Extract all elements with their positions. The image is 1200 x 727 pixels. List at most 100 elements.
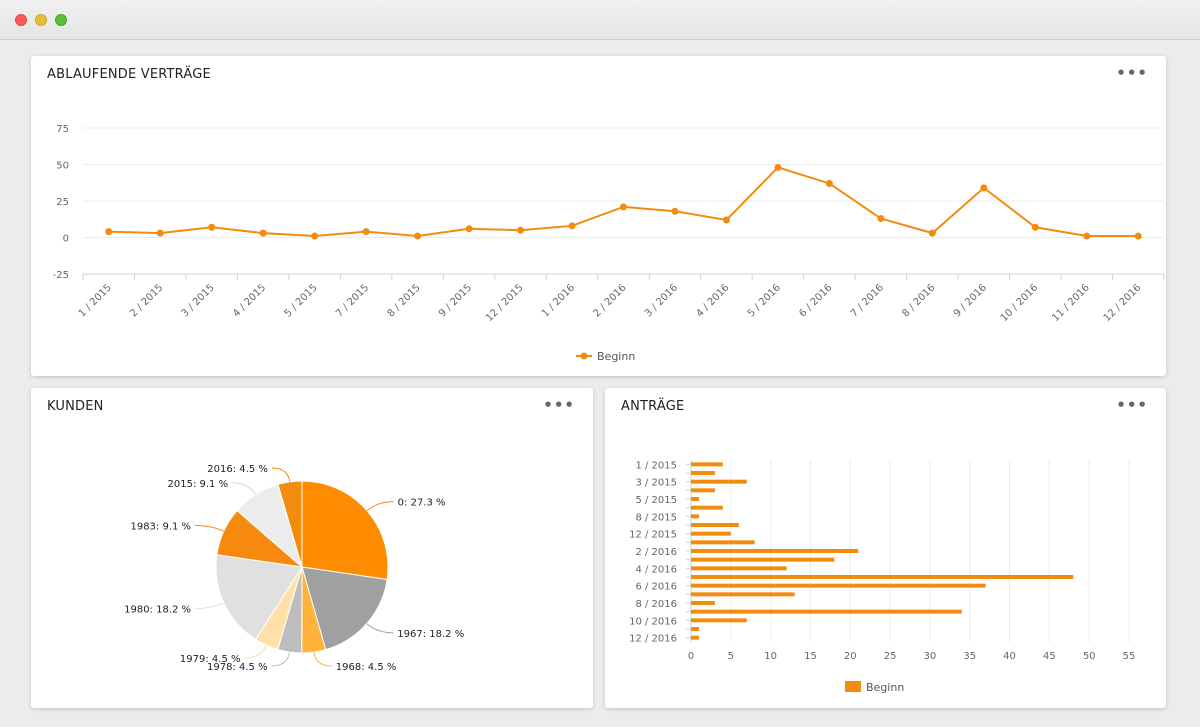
bar-x-tick-0: 0 bbox=[688, 651, 694, 662]
line-x-tick-label-15: 7 / 2016 bbox=[849, 282, 886, 319]
pie-slice-0 bbox=[301, 480, 389, 581]
bar-legend-label: Beginn bbox=[866, 681, 904, 694]
line-x-tick-label-9: 1 / 2016 bbox=[540, 282, 577, 319]
line-point-1 bbox=[156, 229, 164, 237]
bar-y-tick-label-8: 8 / 2016 bbox=[635, 599, 677, 610]
contracts-more-menu-icon[interactable]: ••• bbox=[1116, 64, 1148, 82]
line-x-tick-label-2: 3 / 2015 bbox=[180, 282, 217, 319]
bar-0 bbox=[691, 462, 723, 467]
line-x-tick-label-10: 2 / 2016 bbox=[591, 282, 628, 319]
line-x-tick-label-1: 2 / 2015 bbox=[128, 282, 165, 319]
line-x-tick-label-0: 1 / 2015 bbox=[77, 282, 114, 319]
pie-connector-1 bbox=[366, 623, 394, 634]
line-x-tick-label-7: 9 / 2015 bbox=[437, 282, 474, 319]
pie-label-8: 2016: 4.5 % bbox=[207, 464, 268, 475]
bar-16 bbox=[691, 601, 715, 605]
line-point-10 bbox=[620, 203, 627, 211]
line-y-tick-1: 50 bbox=[56, 161, 69, 172]
line-x-tick-label-5: 7 / 2015 bbox=[334, 282, 371, 319]
line-x-tick-label-12: 4 / 2016 bbox=[694, 282, 731, 319]
line-x-tick-label-3: 4 / 2015 bbox=[231, 282, 268, 319]
pie-label-2: 1968: 4.5 % bbox=[336, 662, 397, 673]
bar-4 bbox=[691, 497, 699, 501]
bar-y-tick-label-7: 6 / 2016 bbox=[635, 582, 677, 593]
line-x-tick-label-20: 12 / 2016 bbox=[1102, 282, 1144, 324]
bar-6 bbox=[691, 514, 699, 519]
bar-1 bbox=[691, 471, 715, 475]
line-x-tick-label-19: 11 / 2016 bbox=[1050, 282, 1092, 324]
bar-x-tick-10: 50 bbox=[1083, 651, 1096, 662]
line-point-9 bbox=[568, 222, 576, 230]
bar-x-tick-11: 55 bbox=[1123, 651, 1136, 662]
bar-y-tick-label-10: 12 / 2016 bbox=[629, 634, 677, 645]
line-point-18 bbox=[1031, 223, 1039, 231]
bar-y-tick-label-1: 3 / 2015 bbox=[635, 478, 677, 489]
line-legend-label: Beginn bbox=[597, 350, 635, 363]
zoom-window-icon[interactable] bbox=[55, 14, 67, 26]
applications-bar-chart: 0 5 10 15 20 25 30 35 40 45 50 55 1 / 2015 3 / 2015 5 … bbox=[629, 460, 1136, 694]
bar-11 bbox=[691, 557, 835, 562]
pie-connector-8 bbox=[271, 467, 291, 482]
bar-x-tick-4: 20 bbox=[844, 651, 857, 662]
close-window-icon[interactable] bbox=[15, 14, 27, 26]
line-point-16 bbox=[928, 229, 936, 237]
pie-connector-0 bbox=[366, 501, 394, 512]
bar-x-tick-1: 5 bbox=[728, 651, 734, 662]
bar-x-tick-2: 10 bbox=[764, 651, 777, 662]
bar-9 bbox=[691, 540, 755, 545]
bar-x-tick-9: 45 bbox=[1043, 651, 1056, 662]
bar-20 bbox=[691, 635, 699, 640]
line-point-15 bbox=[877, 215, 885, 223]
contracts-card: ABLAUFENDE VERTRÄGE ••• 75 50 25 0 -25 1 / 20… bbox=[31, 56, 1166, 376]
pie-connector-7 bbox=[232, 482, 257, 495]
bar-14 bbox=[691, 583, 986, 588]
bar-15 bbox=[691, 592, 795, 597]
bar-2 bbox=[691, 479, 747, 484]
line-x-tick-label-8: 12 / 2015 bbox=[484, 282, 526, 324]
applications-more-menu-icon[interactable]: ••• bbox=[1116, 396, 1148, 414]
line-point-7 bbox=[465, 225, 473, 233]
line-series-beginn bbox=[108, 166, 1139, 238]
line-point-14 bbox=[825, 179, 833, 187]
bar-5 bbox=[691, 505, 723, 510]
applications-card: ANTRÄGE ••• 0 5 10 15 20 25 30 35 40 45 50 55 1 / 20… bbox=[605, 388, 1166, 708]
pie-label-7: 2015: 9.1 % bbox=[168, 479, 229, 490]
pie-label-3: 1978: 4.5 % bbox=[207, 662, 268, 673]
line-x-tick-label-4: 5 / 2015 bbox=[283, 282, 320, 319]
line-x-tick-label-18: 10 / 2016 bbox=[999, 282, 1041, 324]
bar-x-tick-3: 15 bbox=[804, 651, 817, 662]
line-legend-marker bbox=[580, 352, 588, 360]
line-point-5 bbox=[362, 228, 370, 236]
line-point-19 bbox=[1083, 232, 1091, 240]
customers-card: KUNDEN ••• 0: 27.3 % 1967: 18.2 % 1968: 4.… bbox=[31, 388, 593, 708]
pie-label-6: 1983: 9.1 % bbox=[130, 521, 191, 532]
customers-more-menu-icon[interactable]: ••• bbox=[543, 396, 575, 414]
bar-3 bbox=[691, 488, 715, 493]
line-point-12 bbox=[722, 216, 730, 224]
pie-label-4: 1979: 4.5 % bbox=[180, 654, 241, 665]
line-point-17 bbox=[980, 184, 988, 192]
bar-x-tick-5: 25 bbox=[884, 651, 897, 662]
customers-card-title: KUNDEN bbox=[47, 399, 104, 414]
bar-x-tick-7: 35 bbox=[963, 651, 976, 662]
line-point-13 bbox=[774, 163, 782, 171]
bar-17 bbox=[691, 609, 962, 614]
bar-y-tick-label-0: 1 / 2015 bbox=[635, 460, 677, 471]
bar-7 bbox=[691, 523, 739, 527]
pie-label-1: 1967: 18.2 % bbox=[397, 629, 464, 640]
line-y-tick-3: 0 bbox=[63, 234, 69, 245]
applications-card-title: ANTRÄGE bbox=[621, 399, 685, 414]
window-titlebar bbox=[0, 0, 1200, 40]
line-x-tick-label-16: 8 / 2016 bbox=[900, 282, 937, 319]
line-point-8 bbox=[517, 226, 525, 234]
pie-label-5: 1980: 18.2 % bbox=[124, 605, 191, 616]
bar-y-tick-label-2: 5 / 2015 bbox=[635, 495, 677, 506]
bar-y-tick-label-5: 2 / 2016 bbox=[635, 547, 677, 558]
line-x-tick-label-17: 9 / 2016 bbox=[952, 282, 989, 319]
pie-slice-1 bbox=[301, 566, 388, 651]
line-x-tick-label-11: 3 / 2016 bbox=[643, 282, 680, 319]
line-y-tick-2: 25 bbox=[56, 197, 69, 208]
pie-label-0: 0: 27.3 % bbox=[398, 498, 446, 509]
bar-y-tick-label-9: 10 / 2016 bbox=[629, 616, 677, 627]
minimize-window-icon[interactable] bbox=[35, 14, 47, 26]
